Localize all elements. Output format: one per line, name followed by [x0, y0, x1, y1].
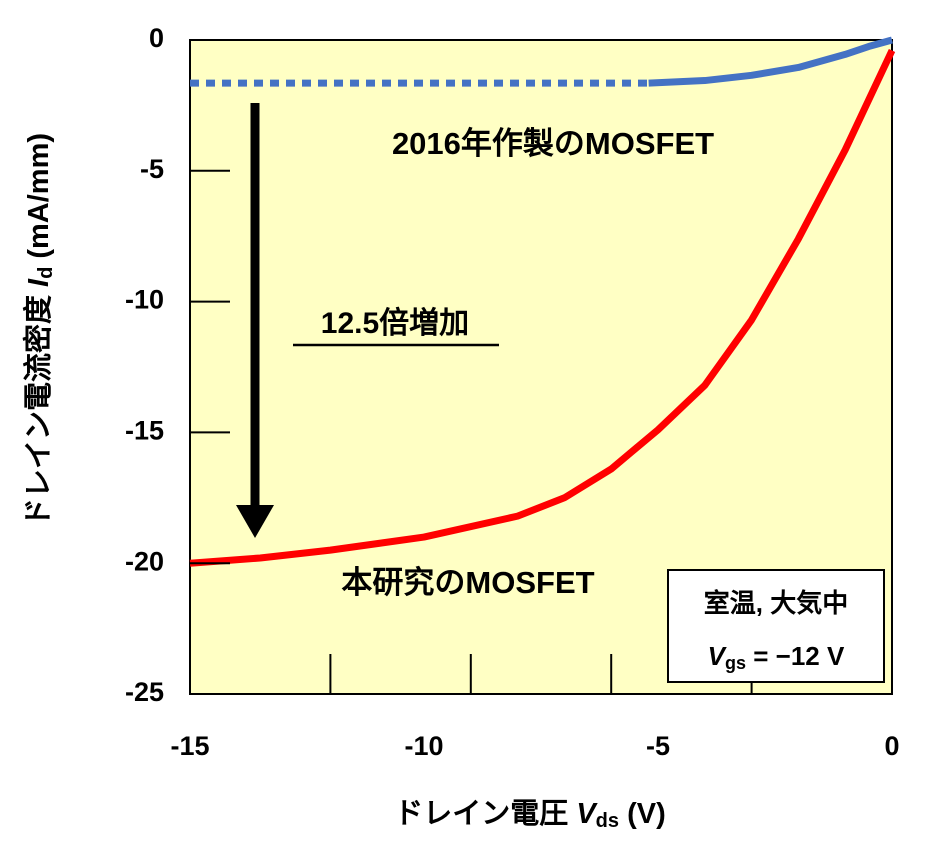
- vgs: Vgs = −12 V: [708, 641, 845, 673]
- y-tick-label: 0: [149, 23, 164, 53]
- ylabel-sub: d: [35, 267, 57, 279]
- y-tick-label: -20: [125, 546, 164, 576]
- xlabel-unit: (V): [619, 798, 666, 830]
- x-tick-label: -10: [404, 731, 443, 761]
- y-tick-label: -25: [125, 677, 164, 707]
- ylabel-main: ドレイン電流密度: [21, 287, 55, 527]
- x-tick-label: 0: [884, 731, 899, 761]
- series-line: [189, 48, 896, 567]
- vgs-rest: = −12 V: [746, 641, 845, 671]
- x-tick-label: -15: [170, 731, 209, 761]
- increase-label: 12.5倍増加: [321, 306, 469, 340]
- y-tick-label: -10: [125, 285, 164, 315]
- y-tick-label: -5: [140, 154, 164, 184]
- x-axis-label: ドレイン電圧 Vds (V): [394, 798, 665, 833]
- ylabel-var: I: [23, 278, 55, 287]
- vgs-var: V: [708, 641, 728, 671]
- xlabel-sub: ds: [596, 810, 619, 832]
- xlabel-var: V: [576, 798, 598, 830]
- vgs-sub: gs: [725, 653, 746, 673]
- x-tick-label: -5: [646, 731, 670, 761]
- series-line: [648, 36, 893, 87]
- series-label: 2016年作製のMOSFET: [392, 126, 714, 161]
- condition-box: [667, 569, 885, 683]
- y-tick-label: -15: [125, 416, 164, 446]
- ylabel-unit: (mA/mm): [23, 133, 55, 267]
- arrow-head: [236, 505, 274, 538]
- y-axis-label: ドレイン電流密度 Id (mA/mm): [21, 133, 58, 527]
- series-label: 本研究のMOSFET: [341, 565, 594, 600]
- condition: 室温, 大気中: [704, 588, 848, 618]
- xlabel-main: ドレイン電圧: [394, 798, 576, 830]
